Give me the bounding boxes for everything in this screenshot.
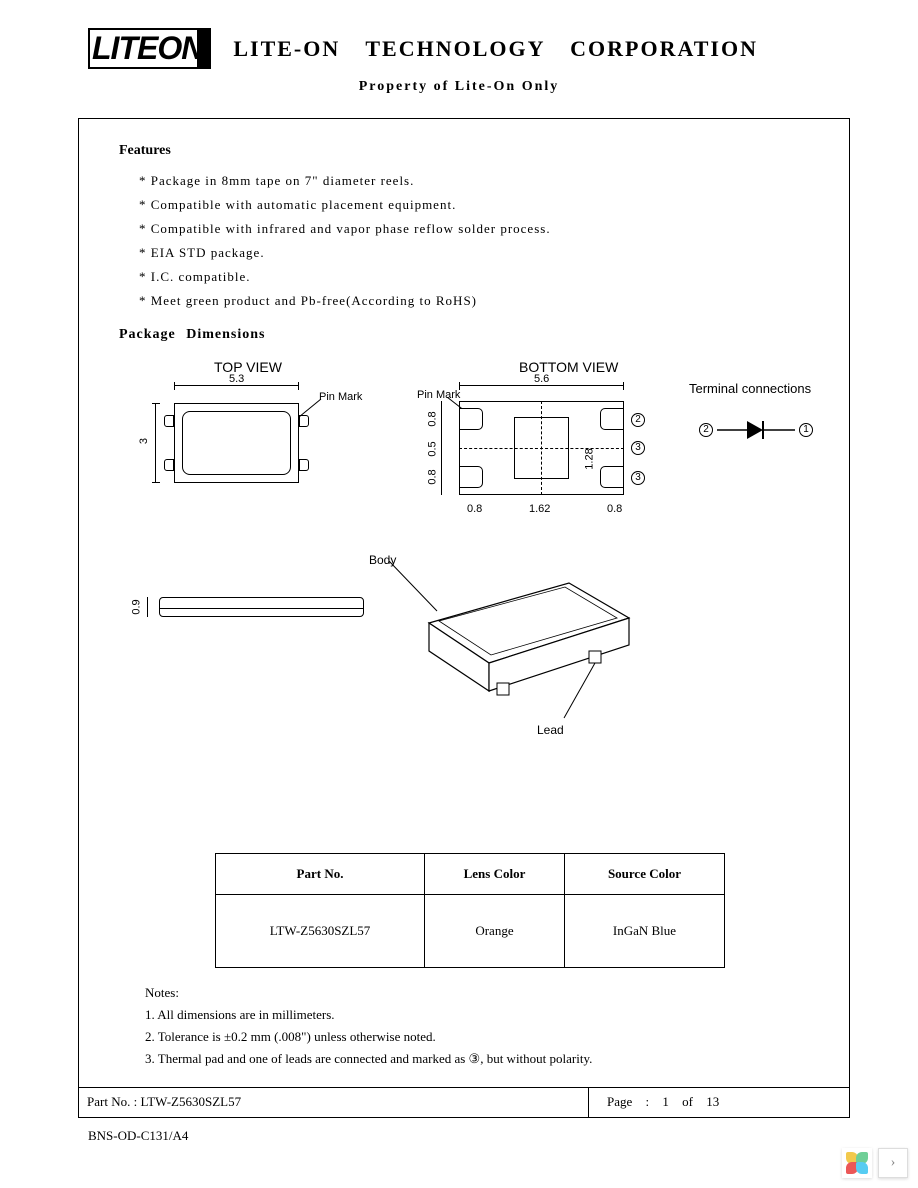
dim-value: 1.28 [584, 448, 596, 469]
footer-part-no: LTW-Z5630SZL57 [140, 1094, 241, 1109]
note-item: 3. Thermal pad and one of leads are conn… [145, 1048, 821, 1070]
feature-item: EIA STD package. [139, 245, 821, 261]
logo-text: LITEON [92, 30, 203, 66]
dim-value: 5.3 [229, 373, 244, 385]
next-page-button[interactable]: › [878, 1148, 908, 1178]
dim-value: 0.8 [427, 411, 439, 426]
pin-number-icon: 2 [699, 423, 713, 437]
spec-table: Part No. Lens Color Source Color LTW-Z56… [215, 853, 725, 968]
dim-value: 3 [138, 438, 150, 444]
pin-number-icon: 3 [631, 471, 645, 485]
pin-number-icon: 1 [799, 423, 813, 437]
side-view-outline [159, 597, 364, 617]
logo: LITEON [88, 28, 211, 69]
diode-symbol: 2 1 [709, 415, 809, 448]
page-total: 13 [706, 1094, 719, 1109]
nav-widget: › [842, 1148, 908, 1178]
page-label: Page : [607, 1094, 649, 1109]
bottom-pad [600, 466, 624, 488]
lead-pad [299, 459, 309, 471]
terminal-connections-label: Terminal connections [689, 381, 811, 396]
dim-line [155, 403, 156, 483]
page-num: 1 [662, 1094, 669, 1109]
footer-part: Part No. : LTW-Z5630SZL57 [79, 1088, 589, 1117]
bottom-pad [600, 408, 624, 430]
footer-bar: Part No. : LTW-Z5630SZL57 Page : 1 of 13 [79, 1087, 849, 1117]
bottom-pad [459, 408, 483, 430]
footer-part-label: Part No. : [87, 1094, 140, 1109]
dim-line [459, 385, 624, 386]
features-title: Features [119, 143, 821, 159]
table-cell: Orange [425, 895, 565, 968]
content: Features Package in 8mm tape on 7" diame… [79, 119, 849, 1070]
dim-value: 1.62 [529, 503, 550, 515]
features-list: Package in 8mm tape on 7" diameter reels… [139, 173, 821, 309]
feature-item: Compatible with automatic placement equi… [139, 197, 821, 213]
lead-label: Lead [537, 723, 564, 737]
property-line: Property of Lite-On Only [0, 79, 918, 95]
dim-value: 5.6 [534, 373, 549, 385]
thermal-pad [514, 417, 569, 479]
company-name: LITE-ON TECHNOLOGY CORPORATION [233, 36, 758, 62]
dim-value: 0.9 [131, 599, 143, 614]
table-header-row: Part No. Lens Color Source Color [216, 854, 725, 895]
notes: Notes: 1. All dimensions are in millimet… [145, 982, 821, 1070]
table-header: Source Color [564, 854, 724, 895]
package-dimensions-title: Package Dimensions [119, 327, 821, 343]
dim-line [441, 401, 442, 495]
doc-code: BNS-OD-C131/A4 [88, 1128, 188, 1144]
top-view-label: TOP VIEW [214, 359, 282, 375]
dim-value: 0.8 [607, 503, 622, 515]
petal-icon [856, 1162, 868, 1174]
table-row: LTW-Z5630SZL57 Orange InGaN Blue [216, 895, 725, 968]
notes-title: Notes: [145, 982, 821, 1004]
note-item: 1. All dimensions are in millimeters. [145, 1004, 821, 1026]
feature-item: Compatible with infrared and vapor phase… [139, 221, 821, 237]
dim-line [147, 597, 148, 617]
pin-number-icon: 3 [631, 441, 645, 455]
footer-page: Page : 1 of 13 [589, 1088, 849, 1117]
table-cell: InGaN Blue [564, 895, 724, 968]
dim-value: 0.8 [467, 503, 482, 515]
bottom-pad [459, 466, 483, 488]
page-frame: Features Package in 8mm tape on 7" diame… [78, 118, 850, 1118]
brand-icon[interactable] [842, 1148, 872, 1178]
feature-item: Package in 8mm tape on 7" diameter reels… [139, 173, 821, 189]
page-of: of [682, 1094, 693, 1109]
chevron-right-icon: › [891, 1155, 896, 1171]
feature-item: I.C. compatible. [139, 269, 821, 285]
dim-line [174, 385, 299, 386]
note-item: 2. Tolerance is ±0.2 mm (.008") unless o… [145, 1026, 821, 1048]
lead-pad [164, 459, 174, 471]
table-header: Lens Color [425, 854, 565, 895]
dim-value: 0.5 [427, 441, 439, 456]
topview-lens [182, 411, 291, 475]
header: LITEON LITE-ON TECHNOLOGY CORPORATION [0, 0, 918, 69]
diagram-area: TOP VIEW 5.3 3 Pin Mark 0.9 BOTTOM VIEW … [119, 353, 821, 823]
dim-value: 0.8 [427, 469, 439, 484]
table-cell: LTW-Z5630SZL57 [216, 895, 425, 968]
lead-pad [164, 415, 174, 427]
pin-number-icon: 2 [631, 413, 645, 427]
leader-line [299, 399, 329, 417]
iso-view [389, 563, 649, 766]
feature-item: Meet green product and Pb-free(According… [139, 293, 821, 309]
table-header: Part No. [216, 854, 425, 895]
